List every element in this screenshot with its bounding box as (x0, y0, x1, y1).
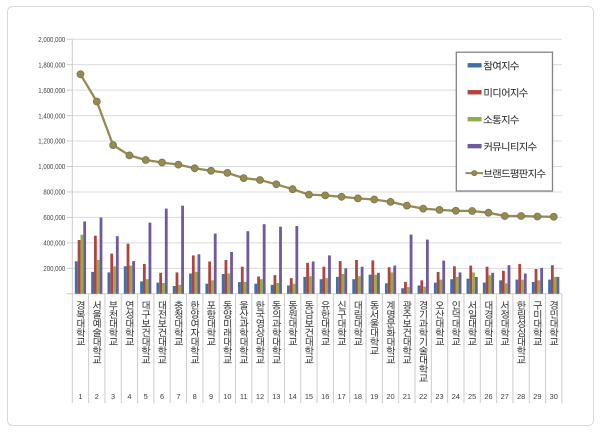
svg-text:13: 13 (272, 392, 280, 401)
svg-text:15: 15 (305, 392, 313, 401)
svg-text:14: 14 (289, 392, 297, 401)
svg-text:1: 1 (78, 392, 82, 401)
svg-text:22: 22 (419, 392, 427, 401)
svg-text:30: 30 (550, 392, 558, 401)
svg-text:8: 8 (193, 392, 197, 401)
svg-text:1,800,000: 1,800,000 (38, 60, 65, 69)
svg-text:20: 20 (386, 392, 394, 401)
svg-text:18: 18 (354, 392, 362, 401)
svg-text:28: 28 (517, 392, 525, 401)
svg-text:9: 9 (209, 392, 213, 401)
svg-text:10: 10 (223, 392, 231, 401)
svg-text:12: 12 (256, 392, 264, 401)
svg-text:400,000: 400,000 (43, 239, 65, 248)
svg-text:24: 24 (452, 392, 460, 401)
svg-text:17: 17 (337, 392, 345, 401)
svg-text:5: 5 (144, 392, 148, 401)
svg-text:1,000,000: 1,000,000 (38, 162, 65, 171)
svg-text:1,600,000: 1,600,000 (38, 86, 65, 95)
svg-text:4: 4 (127, 392, 131, 401)
svg-text:21: 21 (403, 392, 411, 401)
svg-text:19: 19 (370, 392, 378, 401)
svg-text:200,000: 200,000 (43, 264, 65, 273)
svg-text:27: 27 (501, 392, 509, 401)
svg-text:16: 16 (321, 392, 329, 401)
svg-text:23: 23 (435, 392, 443, 401)
svg-text:3: 3 (111, 392, 115, 401)
svg-text:600,000: 600,000 (43, 213, 65, 222)
svg-text:7: 7 (176, 392, 180, 401)
svg-text:25: 25 (468, 392, 476, 401)
svg-text:1,400,000: 1,400,000 (38, 111, 65, 120)
svg-text:800,000: 800,000 (43, 188, 65, 197)
svg-text:2,000,000: 2,000,000 (38, 35, 65, 44)
svg-text:26: 26 (484, 392, 492, 401)
svg-text:2: 2 (95, 392, 99, 401)
svg-text:1,200,000: 1,200,000 (38, 137, 65, 146)
svg-text:6: 6 (160, 392, 164, 401)
svg-text:29: 29 (533, 392, 541, 401)
svg-text:11: 11 (240, 392, 248, 401)
